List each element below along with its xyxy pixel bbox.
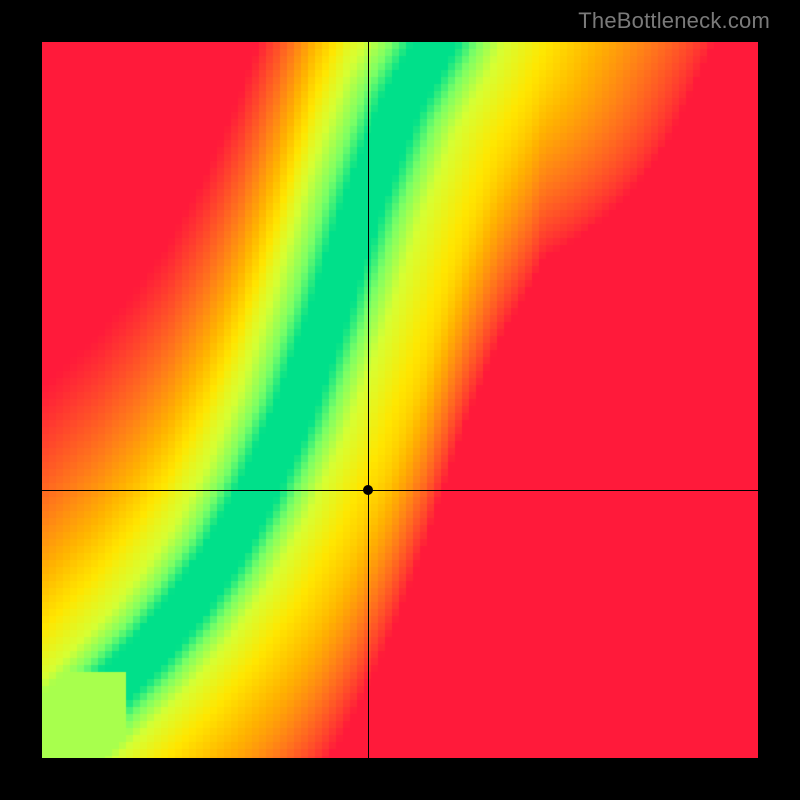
watermark-text: TheBottleneck.com	[578, 8, 770, 34]
crosshair-dot	[363, 485, 373, 495]
heatmap-plot	[42, 42, 758, 758]
figure-root: TheBottleneck.com	[0, 0, 800, 800]
heatmap-canvas	[42, 42, 758, 758]
crosshair-horizontal	[42, 490, 758, 491]
crosshair-vertical	[368, 42, 369, 758]
